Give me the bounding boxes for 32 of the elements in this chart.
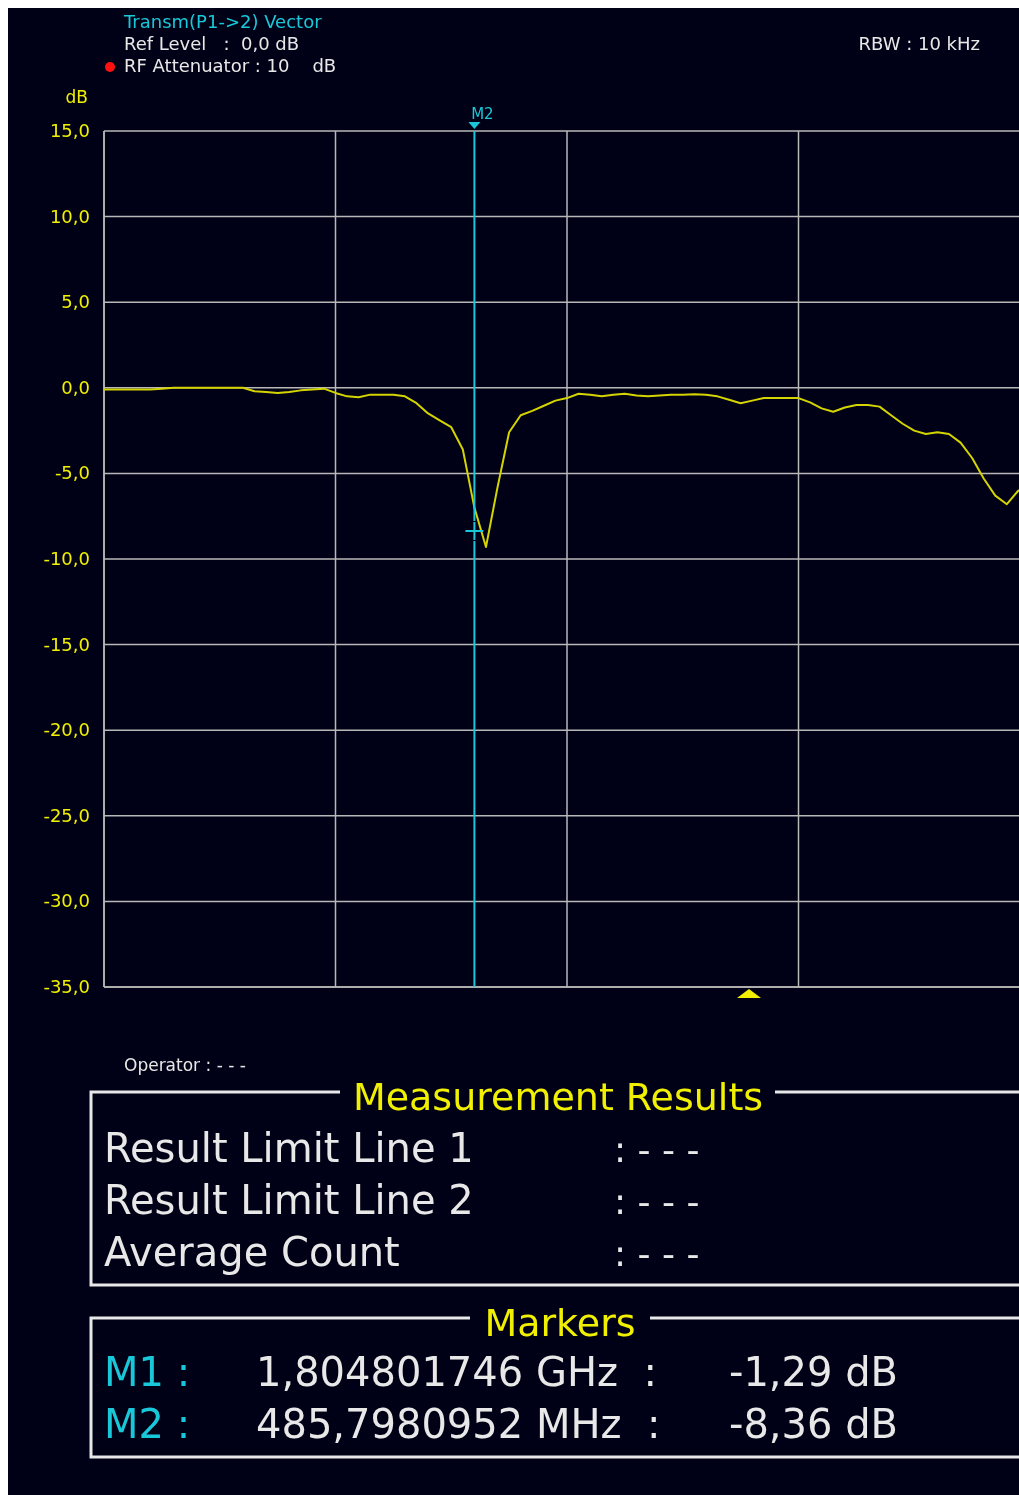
text: Result Limit Line 2: [104, 1177, 474, 1223]
y-tick-label: -20,0: [43, 719, 90, 741]
text: -8,36 dB: [728, 1401, 898, 1447]
y-axis-title: dB: [65, 87, 88, 107]
text: M1 :: [104, 1349, 191, 1395]
y-tick-label: -5,0: [54, 462, 90, 484]
text: 1,804801746 GHz :: [256, 1349, 657, 1395]
text: Ref Level : 0,0 dB: [124, 33, 300, 54]
text: : - - -: [614, 1181, 700, 1222]
text: RBW : 10 kHz: [858, 33, 980, 54]
y-tick-label: 15,0: [49, 120, 90, 141]
text: Markers: [484, 1301, 636, 1345]
y-tick-label: 0,0: [61, 376, 90, 398]
y-tick-label: -10,0: [43, 548, 90, 569]
text: M2: [471, 105, 494, 123]
text: : - - -: [614, 1129, 700, 1170]
text: RF Attenuator : 10 dB: [124, 55, 337, 76]
chart-title: Transm(P1->2) Vector: [123, 11, 323, 32]
text: M2 :: [104, 1401, 191, 1447]
y-tick-label: 10,0: [49, 205, 90, 227]
y-tick-label: 5,0: [61, 291, 90, 313]
y-tick-label: -15,0: [43, 633, 90, 655]
text: Result Limit Line 1: [104, 1125, 474, 1171]
y-tick-label: -30,0: [43, 890, 90, 912]
text: Measurement Results: [352, 1075, 764, 1119]
text: 485,7980952 MHz :: [256, 1401, 661, 1447]
y-tick-label: -35,0: [43, 976, 90, 997]
text: : - - -: [614, 1233, 700, 1274]
text: Operator : - - -: [124, 1055, 246, 1075]
y-tick-label: -25,0: [43, 804, 90, 826]
text: -1,29 dB: [728, 1349, 898, 1395]
text: Average Count: [104, 1229, 400, 1275]
